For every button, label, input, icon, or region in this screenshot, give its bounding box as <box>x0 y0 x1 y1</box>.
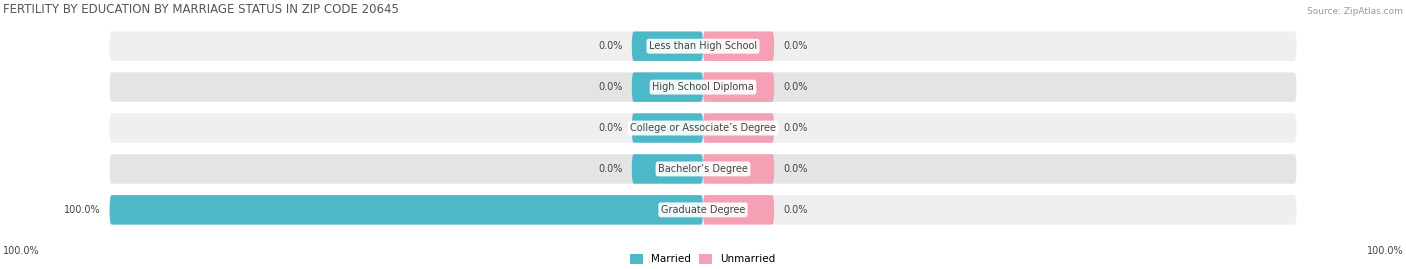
Text: FERTILITY BY EDUCATION BY MARRIAGE STATUS IN ZIP CODE 20645: FERTILITY BY EDUCATION BY MARRIAGE STATU… <box>3 2 399 16</box>
Text: Less than High School: Less than High School <box>650 41 756 51</box>
FancyBboxPatch shape <box>703 154 775 184</box>
FancyBboxPatch shape <box>110 72 1296 102</box>
Text: Source: ZipAtlas.com: Source: ZipAtlas.com <box>1308 6 1403 16</box>
FancyBboxPatch shape <box>703 31 775 61</box>
Text: 0.0%: 0.0% <box>599 41 623 51</box>
Text: 0.0%: 0.0% <box>783 123 807 133</box>
Legend: Married, Unmarried: Married, Unmarried <box>626 250 780 269</box>
Text: 100.0%: 100.0% <box>65 205 101 215</box>
Text: Graduate Degree: Graduate Degree <box>661 205 745 215</box>
FancyBboxPatch shape <box>703 195 775 225</box>
FancyBboxPatch shape <box>110 31 1296 61</box>
Text: 0.0%: 0.0% <box>783 205 807 215</box>
FancyBboxPatch shape <box>110 195 1296 225</box>
FancyBboxPatch shape <box>110 195 703 225</box>
Text: Bachelor’s Degree: Bachelor’s Degree <box>658 164 748 174</box>
Text: 100.0%: 100.0% <box>3 246 39 256</box>
Text: 100.0%: 100.0% <box>1367 246 1403 256</box>
FancyBboxPatch shape <box>631 113 703 143</box>
FancyBboxPatch shape <box>110 154 1296 184</box>
FancyBboxPatch shape <box>631 31 703 61</box>
FancyBboxPatch shape <box>703 72 775 102</box>
Text: 0.0%: 0.0% <box>783 82 807 92</box>
FancyBboxPatch shape <box>631 72 703 102</box>
Text: 0.0%: 0.0% <box>783 164 807 174</box>
Text: College or Associate’s Degree: College or Associate’s Degree <box>630 123 776 133</box>
FancyBboxPatch shape <box>631 154 703 184</box>
Text: 0.0%: 0.0% <box>599 82 623 92</box>
Text: 0.0%: 0.0% <box>599 123 623 133</box>
FancyBboxPatch shape <box>110 113 1296 143</box>
Text: 0.0%: 0.0% <box>783 41 807 51</box>
Text: High School Diploma: High School Diploma <box>652 82 754 92</box>
Text: 0.0%: 0.0% <box>599 164 623 174</box>
FancyBboxPatch shape <box>703 113 775 143</box>
